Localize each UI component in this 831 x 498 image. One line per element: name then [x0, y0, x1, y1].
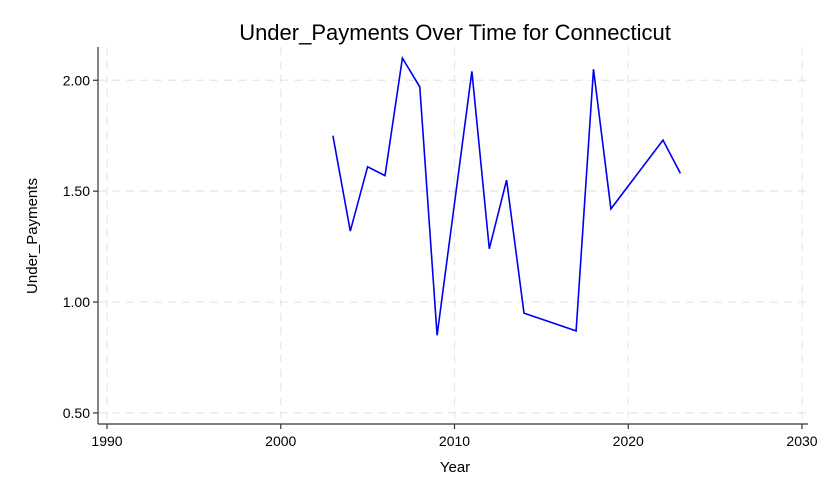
series [332, 55, 682, 336]
x-tick-label: 1990 [91, 433, 122, 449]
x-tick-label: 2020 [613, 433, 644, 449]
y-tick-label: 1.50 [63, 183, 90, 199]
y-tick-label: 2.00 [63, 72, 90, 88]
y-axis-label: Under_Payments [24, 178, 41, 294]
series-line [332, 55, 682, 336]
chart-title: Under_Payments Over Time for Connecticut [239, 20, 671, 45]
x-tick-label: 2030 [786, 433, 817, 449]
x-tick-label: 2010 [439, 433, 470, 449]
y-tick-label: 0.50 [63, 405, 90, 421]
tick-labels: 0.50 1.00 1.50 2.00 1990 2000 2010 2020 2030 [63, 72, 818, 449]
y-tick-label: 1.00 [63, 294, 90, 310]
axes [93, 47, 808, 429]
x-axis-label: Year [440, 459, 470, 476]
gridlines [98, 47, 808, 424]
x-tick-label: 2000 [265, 433, 296, 449]
